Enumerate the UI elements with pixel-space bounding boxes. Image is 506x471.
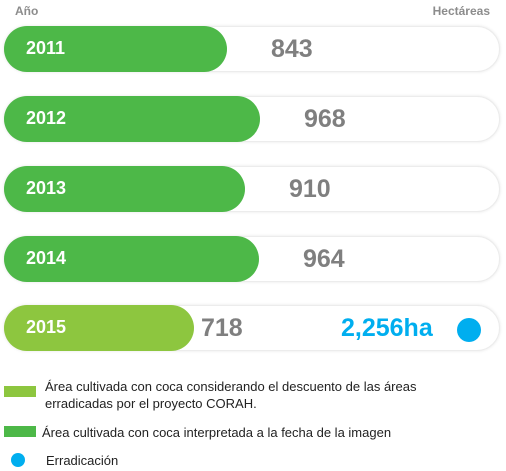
value-label-2014: 964 [303, 245, 345, 273]
bar-row-2013: 2013 910 [4, 166, 500, 212]
year-column-label: Año [15, 4, 39, 18]
year-label-2015: 2015 [26, 317, 67, 337]
bar-row-2012: 2012 968 [4, 96, 500, 142]
chart-header: Año Hectáreas [0, 4, 506, 20]
legend-label-corah: Área cultivada con coca considerando el … [45, 379, 417, 411]
legend-label-interpretada: Área cultivada con coca interpretada a l… [42, 425, 392, 440]
year-label-2013: 2013 [26, 178, 67, 198]
value-label-2012: 968 [304, 105, 346, 133]
bar-2011: 2011 [4, 26, 227, 72]
value-label-2011: 843 [271, 35, 313, 63]
bar-row-2014: 2014 964 [4, 236, 500, 282]
year-label-2014: 2014 [26, 248, 67, 268]
legend-dot-erradicacion [11, 453, 25, 467]
erradicacion-dot [457, 318, 481, 342]
bar-row-2015: 2015 718 2,256ha [4, 305, 500, 351]
bar-row-2011: 2011 843 [4, 26, 500, 72]
legend-swatch-light-green [4, 386, 36, 397]
erradicacion-value: 2,256ha [341, 314, 433, 342]
value-label-2015: 718 [201, 314, 243, 342]
legend-label-erradicacion: Erradicación [46, 453, 119, 468]
bar-2015: 2015 [4, 305, 194, 351]
bar-2012: 2012 [4, 96, 260, 142]
year-label-2012: 2012 [26, 108, 67, 128]
legend-swatch-dark-green [4, 426, 36, 437]
year-label-2011: 2011 [26, 38, 66, 58]
bar-2014: 2014 [4, 236, 259, 282]
value-label-2013: 910 [289, 175, 331, 203]
bar-2013: 2013 [4, 166, 245, 212]
hectares-column-label: Hectáreas [432, 4, 490, 18]
